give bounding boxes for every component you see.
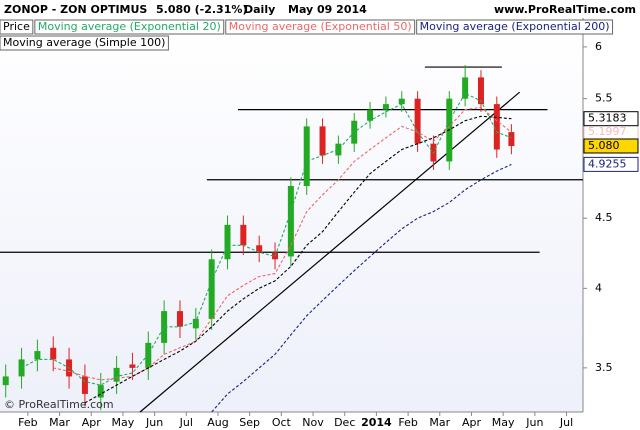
candle-body bbox=[113, 367, 120, 382]
candle-body bbox=[382, 104, 389, 110]
x-tick-label: Jul bbox=[559, 416, 573, 429]
value-box-bg bbox=[583, 156, 639, 172]
value-box-bg bbox=[583, 111, 639, 127]
x-tick-label: Jun bbox=[145, 416, 163, 429]
x-tick-label: Feb bbox=[18, 416, 37, 429]
drawing-line bbox=[139, 91, 521, 413]
value-box-label: 5.1997 bbox=[588, 125, 627, 138]
legend-label: Moving average (Exponential 20) bbox=[38, 20, 221, 33]
x-tick-label: Nov bbox=[302, 416, 324, 429]
candle-body bbox=[508, 132, 515, 146]
x-tick-label: Oct bbox=[272, 416, 292, 429]
legend-label: Moving average (Exponential 50) bbox=[229, 20, 412, 33]
value-box-label: 5.3183 bbox=[588, 112, 627, 125]
candle-body bbox=[176, 311, 183, 327]
candle-body bbox=[303, 126, 310, 186]
plot bbox=[0, 65, 583, 413]
candle-body bbox=[97, 385, 104, 398]
candle-body bbox=[367, 109, 374, 121]
candle-body bbox=[287, 185, 294, 257]
y-tick-label: 5.5 bbox=[595, 92, 613, 105]
x-tick-label: Feb bbox=[398, 416, 417, 429]
legend-label: Price bbox=[3, 20, 30, 33]
candle-body bbox=[319, 126, 326, 156]
candle-body bbox=[50, 347, 57, 360]
value-box-label: 4.9255 bbox=[588, 157, 627, 170]
y-tick-label: 4.5 bbox=[595, 211, 613, 224]
title: ZONOP - ZON OPTIMUS bbox=[4, 3, 147, 16]
y-tick-label: 3.5 bbox=[595, 361, 613, 374]
date: May 09 2014 bbox=[288, 3, 367, 16]
value-box: 5.1997 bbox=[583, 124, 639, 140]
candle-body bbox=[129, 364, 136, 368]
candle-body bbox=[208, 259, 215, 319]
legend: Price Moving average (Exponential 20) Movi… bbox=[0, 19, 614, 51]
candle-body bbox=[240, 224, 247, 246]
candle-body bbox=[192, 318, 199, 329]
candle-body bbox=[224, 224, 231, 260]
legend-label: Moving average (Exponential 200) bbox=[420, 20, 610, 33]
candle-body bbox=[335, 143, 342, 156]
candle-body bbox=[256, 245, 263, 253]
legend-item: Price bbox=[0, 19, 34, 35]
legend-box bbox=[416, 19, 614, 35]
value-box: 4.9255 bbox=[583, 156, 639, 172]
value-box: 5.3183 bbox=[583, 111, 639, 127]
candle-body bbox=[34, 351, 41, 360]
moving-average bbox=[21, 92, 512, 386]
legend-box bbox=[0, 19, 34, 35]
candle-body bbox=[81, 376, 88, 394]
x-tick-label: Mar bbox=[429, 416, 450, 429]
candle-body bbox=[145, 342, 152, 368]
x-tick-label: May bbox=[112, 416, 135, 429]
y-tick-label: 4 bbox=[595, 281, 602, 294]
moving-average bbox=[84, 115, 512, 404]
candle-body bbox=[462, 77, 469, 99]
x-tick-label: Dec bbox=[334, 416, 355, 429]
source: www.ProRealTime.com bbox=[494, 3, 636, 16]
legend-box bbox=[34, 19, 225, 35]
x-tick-label: 2014 bbox=[361, 416, 392, 429]
value-box-bg bbox=[583, 138, 639, 154]
value-box-label: 5.080 bbox=[588, 139, 620, 152]
legend-box bbox=[0, 35, 169, 51]
candle-body bbox=[161, 311, 168, 343]
candle-body bbox=[2, 376, 9, 386]
legend-item: Moving average (Exponential 50) bbox=[225, 19, 416, 35]
candle-body bbox=[414, 98, 421, 144]
quote: 5.080 (-2.31%) bbox=[156, 3, 247, 16]
candle-body bbox=[493, 104, 500, 150]
x-tick-label: Jul bbox=[179, 416, 193, 429]
x-tick-label: Sep bbox=[239, 416, 260, 429]
period: Daily bbox=[244, 3, 275, 16]
legend-label: Moving average (Simple 100) bbox=[3, 36, 165, 49]
x-tick-label: Jun bbox=[525, 416, 543, 429]
watermark: © ProRealTime.com bbox=[4, 398, 114, 411]
candle-body bbox=[398, 98, 405, 105]
legend-item: Moving average (Exponential 20) bbox=[34, 19, 225, 35]
header-bar bbox=[0, 0, 640, 18]
x-tick-label: May bbox=[492, 416, 515, 429]
legend-item: Moving average (Exponential 200) bbox=[416, 19, 614, 35]
x-tick-label: Apr bbox=[462, 416, 482, 429]
legend-item: Moving average (Simple 100) bbox=[0, 35, 169, 51]
x-tick-label: Apr bbox=[82, 416, 102, 429]
candle-body bbox=[477, 77, 484, 105]
x-tick-label: Mar bbox=[49, 416, 70, 429]
x-tick-label: Aug bbox=[207, 416, 228, 429]
y-tick-label: 6 bbox=[595, 40, 602, 53]
moving-average bbox=[211, 163, 512, 413]
value-box: 5.080 bbox=[583, 138, 639, 154]
legend-box bbox=[225, 19, 416, 35]
